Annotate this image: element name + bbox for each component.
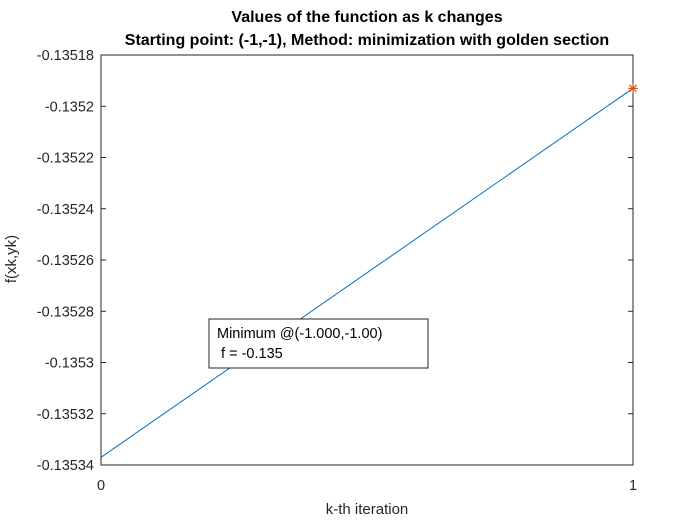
x-tick-label: 1	[629, 478, 637, 494]
annotation-box: Minimum @(-1.000,-1.00) f = -0.135	[208, 318, 429, 369]
y-tick-label: -0.13522	[37, 151, 94, 167]
y-tick-label: -0.13526	[37, 253, 94, 269]
y-axis-ticks: -0.13534 -0.13532 -0.1353 -0.13528 -0.13526 -…	[37, 48, 633, 474]
y-tick-label: -0.1352	[45, 99, 94, 115]
annotation-frame	[208, 318, 429, 369]
chart-subtitle: Starting point: (-1,-1), Method: minimiz…	[125, 32, 609, 49]
series-line	[100, 87, 634, 458]
y-tick-label: -0.13524	[37, 202, 94, 218]
annotation-line-2: f = -0.135	[217, 346, 283, 362]
y-tick-label: -0.13532	[37, 407, 94, 423]
plot-axes	[100, 54, 634, 466]
y-tick-label: -0.13518	[37, 48, 94, 64]
series-layer	[100, 87, 634, 458]
y-tick-label: -0.13528	[37, 304, 94, 320]
x-axis-label: k-th iteration	[326, 501, 409, 518]
x-tick-label: 0	[97, 478, 105, 494]
y-tick-label: -0.1353	[45, 356, 94, 372]
y-axis-label: f(xk,yk)	[3, 235, 20, 283]
annotation-line-1: Minimum @(-1.000,-1.00)	[217, 326, 382, 342]
marker-layer	[628, 83, 638, 94]
y-tick-label: -0.13534	[37, 458, 94, 474]
minimum-marker	[628, 83, 638, 94]
chart-title: Values of the function as k changes	[231, 9, 502, 26]
plot-frame	[100, 54, 634, 466]
